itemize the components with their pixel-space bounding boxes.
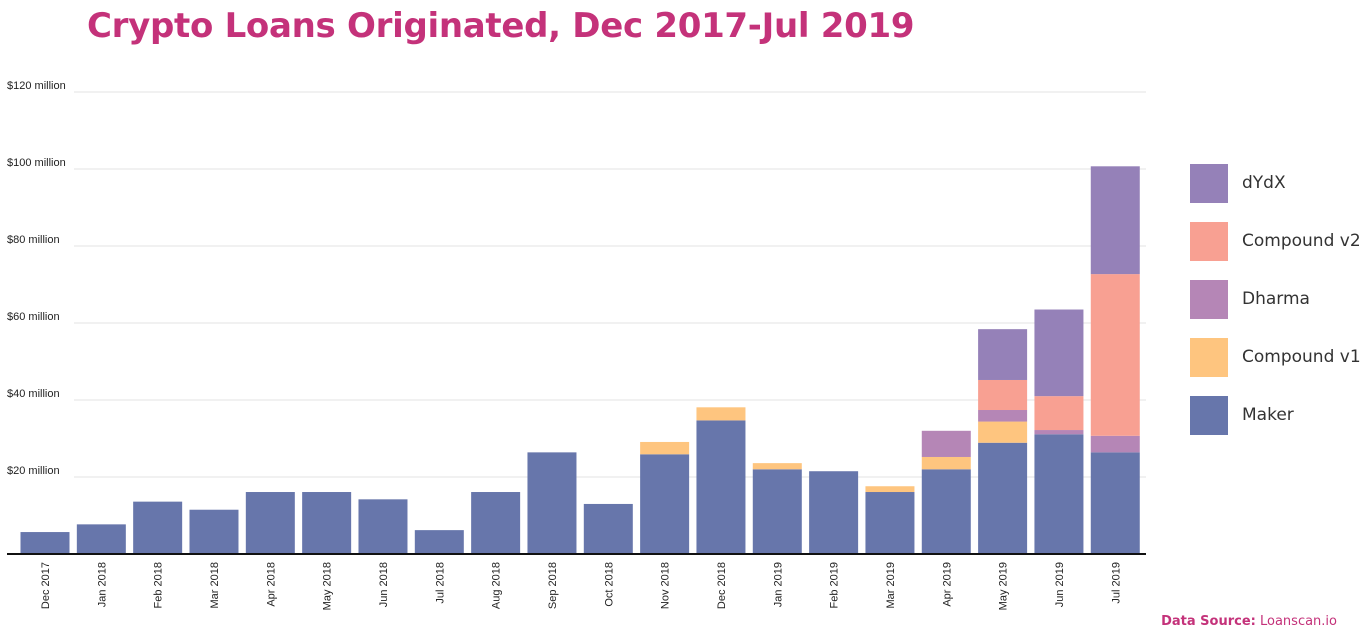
x-tick-label: Mar 2018 [209,562,221,608]
bar-maker-jul-2018 [414,530,464,554]
legend-label: Compound v2 [1242,231,1361,251]
y-tick-label: $60 million [7,311,60,323]
legend-label: Compound v1 [1242,347,1361,367]
x-tick-label: Apr 2019 [941,562,953,607]
y-tick-label: $40 million [7,388,60,400]
x-tick-label: Dec 2018 [716,562,728,609]
x-tick-label: Jul 2018 [434,562,446,604]
bar-dharma-jun-2019 [1034,430,1084,435]
stacked-bar-chart: $20 million $40 million $60 million $80 mil… [7,80,1146,610]
x-tick-label: Jun 2019 [1054,562,1066,607]
data-source: Data Source: Loanscan.io [1161,614,1337,629]
y-tick-label: $80 million [7,234,60,246]
bar-maker-apr-2018 [245,492,295,554]
legend-swatch-compound-v1 [1190,338,1228,377]
bar-maker-jan-2018 [76,524,126,554]
legend-swatch-dharma [1190,280,1228,319]
x-tick-label: Oct 2018 [603,562,615,607]
chart-title: Crypto Loans Originated, Dec 2017-Jul 20… [87,6,915,46]
x-tick-label: Nov 2018 [660,562,672,609]
x-tick-label: Feb 2019 [829,562,841,608]
bar-dydx-jun-2019 [1034,309,1084,397]
x-tick-label: Jan 2019 [772,562,784,607]
bar-compound-v2-may-2019 [978,379,1028,411]
bar-dharma-apr-2019 [921,430,971,457]
y-tick-label: $20 million [7,465,60,477]
bar-compound-v1-jan-2019 [752,463,802,470]
bar-compound-v1-apr-2019 [921,456,971,470]
x-tick-label: Dec 2017 [40,562,52,609]
bar-compound-v1-nov-2018 [640,441,690,455]
bar-compound-v2-jun-2019 [1034,396,1084,431]
bar-maker-feb-2018 [133,501,183,554]
bar-maker-oct-2018 [583,503,633,554]
legend-label: Maker [1242,405,1294,425]
data-source-label: Data Source: [1161,614,1256,629]
bar-maker-sep-2018 [527,452,577,554]
bar-dharma-jul-2019 [1090,435,1140,453]
x-tick-label: Apr 2018 [265,562,277,607]
y-tick-label: $100 million [7,157,66,169]
x-tick-label: Mar 2019 [885,562,897,608]
bar-dharma-may-2019 [978,410,1028,422]
bar-maker-jun-2019 [1034,434,1084,554]
bar-compound-v1-dec-2018 [696,407,746,421]
x-tick-label: Sep 2018 [547,562,559,609]
bar-compound-v2-jul-2019 [1090,274,1140,436]
bar-maker-apr-2019 [921,469,971,554]
bar-maker-feb-2019 [809,471,859,554]
legend-swatch-compound-v2 [1190,222,1228,261]
data-source-value: Loanscan.io [1260,614,1337,629]
bar-maker-jul-2019 [1090,452,1140,554]
x-tick-label: Aug 2018 [491,562,503,609]
bar-maker-jan-2019 [752,469,802,554]
bar-maker-mar-2018 [189,509,239,554]
bar-maker-dec-2018 [696,420,746,554]
x-tick-label: Jun 2018 [378,562,390,607]
x-tick-label: Feb 2018 [153,562,165,608]
bar-maker-may-2019 [978,442,1028,554]
bar-dydx-may-2019 [978,329,1028,380]
y-tick-label: $120 million [7,80,66,92]
legend-label: Dharma [1242,289,1310,309]
x-tick-label: Jan 2018 [96,562,108,607]
legend-swatch-dydx [1190,164,1228,203]
bar-maker-may-2018 [302,492,352,554]
bar-maker-jun-2018 [358,499,408,554]
bar-maker-nov-2018 [640,454,690,554]
x-tick-label: Jul 2019 [1110,562,1122,604]
bar-dydx-jul-2019 [1090,166,1140,275]
bar-compound-v1-may-2019 [978,421,1028,443]
legend-label: dYdX [1242,173,1286,193]
x-tick-label: May 2019 [998,562,1010,610]
bar-maker-dec-2017 [20,532,70,554]
x-tick-label: May 2018 [322,562,334,610]
bar-maker-mar-2019 [865,492,915,554]
legend-swatch-maker [1190,396,1228,435]
bar-maker-aug-2018 [471,492,521,554]
bar-compound-v1-mar-2019 [865,486,915,493]
